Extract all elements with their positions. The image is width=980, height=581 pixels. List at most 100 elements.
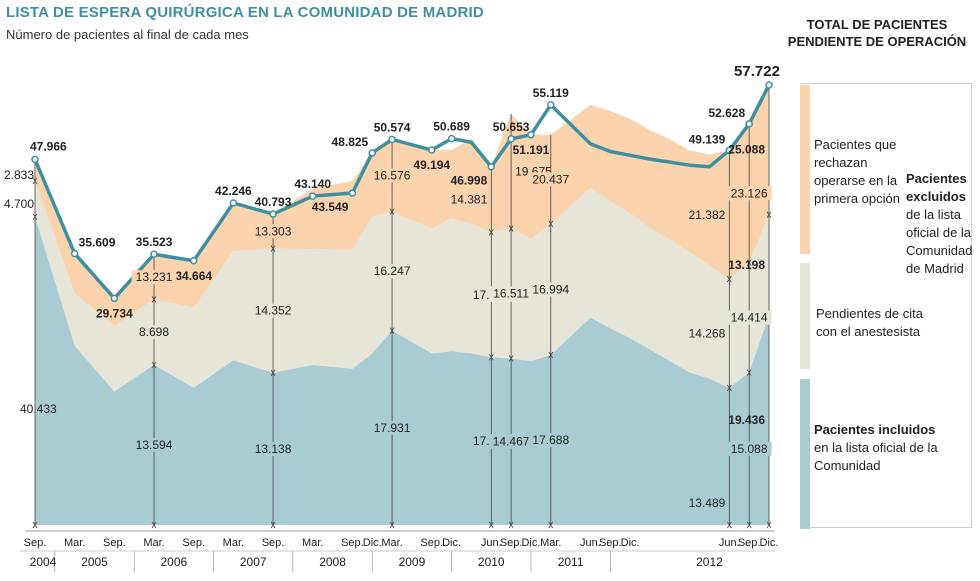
total-marker xyxy=(229,199,238,207)
label-bg xyxy=(250,224,296,239)
chart-subtitle: Número de pacientes al final de cada mes xyxy=(6,27,249,42)
month-tick-label: Jun. xyxy=(481,537,502,549)
component-label: 13.489 xyxy=(689,496,726,510)
area-incluidos xyxy=(35,216,769,525)
total-label: 29.734 xyxy=(96,306,133,320)
month-tick-label: Mar. xyxy=(143,537,164,549)
label-bg xyxy=(726,186,772,201)
month-tick-label: Sep. xyxy=(182,537,205,549)
total-marker xyxy=(487,162,496,171)
component-label: 17.688 xyxy=(532,433,569,447)
label-bg xyxy=(369,264,415,279)
component-label: 14.268 xyxy=(689,326,726,340)
total-marker xyxy=(527,131,535,139)
total-label: 50.689 xyxy=(433,120,470,134)
total-label: 48.825 xyxy=(332,135,369,149)
component-label: 17.931 xyxy=(374,421,411,435)
total-marker xyxy=(368,149,376,157)
label-bg xyxy=(135,325,174,340)
arrow-head xyxy=(726,278,732,283)
component-label: 19.436 xyxy=(728,413,765,427)
total-marker xyxy=(70,249,79,258)
legend-rechazan-text: Pacientes que rechazan operarse en la pr… xyxy=(814,137,900,206)
total-marker xyxy=(507,135,515,143)
month-tick-label: Mar. xyxy=(381,537,402,549)
total-label: 50.574 xyxy=(374,120,411,134)
arrow-head xyxy=(32,216,38,221)
total-marker xyxy=(348,189,357,197)
label-bg xyxy=(528,433,574,448)
total-label: 35.523 xyxy=(136,235,173,249)
label-bg xyxy=(528,172,574,187)
area-pendientes xyxy=(35,180,769,392)
arrow-head xyxy=(548,223,554,228)
total-marker xyxy=(547,101,555,109)
month-tick-label: Mar. xyxy=(302,537,323,549)
component-label: 14.414 xyxy=(731,311,768,325)
legend-swatch-rechazan xyxy=(800,85,810,254)
total-label: 50.653 xyxy=(493,120,530,134)
month-tick-label: Sep. xyxy=(262,537,285,549)
area-rechazan xyxy=(35,84,769,327)
year-label: 2005 xyxy=(81,555,108,569)
legend-swatch-pendientes xyxy=(800,263,810,369)
component-label: 13.231 xyxy=(136,270,173,284)
arrow-head xyxy=(270,247,276,252)
arrow-head xyxy=(746,371,752,376)
legend-pendientes-text: Pendientes de cita con el anestesista xyxy=(816,306,923,339)
month-tick-label: Jun. xyxy=(719,537,740,549)
component-label: 4.700 xyxy=(4,197,34,211)
component-label: 16.576 xyxy=(374,169,411,183)
year-label: 2011 xyxy=(558,555,584,569)
arrow-head xyxy=(151,364,157,369)
arrow-head xyxy=(508,357,514,362)
arrow-head xyxy=(746,261,752,266)
label-bg xyxy=(726,310,772,325)
total-label: 55.119 xyxy=(533,86,569,100)
total-label: 57.722 xyxy=(734,63,780,80)
arrow-head xyxy=(766,214,772,218)
total-marker xyxy=(765,81,773,89)
total-marker xyxy=(308,192,317,200)
total-marker xyxy=(447,134,456,143)
total-label: 49.139 xyxy=(689,132,726,146)
total-label: 47.966 xyxy=(30,139,67,153)
arrow-head xyxy=(389,524,395,529)
legend-excluidos-bold: Pacientes excluidos xyxy=(906,171,967,204)
legend-excluidos-rest: de la lista oficial de la Comunidad de M… xyxy=(906,207,973,276)
component-label: 23.126 xyxy=(731,186,768,200)
component-label: 13.594 xyxy=(136,438,173,452)
year-label: 2006 xyxy=(161,555,188,569)
component-label: 40.433 xyxy=(20,402,57,416)
chart-title: LISTA DE ESPERA QUIRÚRGICA EN LA COMUNID… xyxy=(6,4,484,21)
legend-heading: TOTAL DE PACIENTES PENDIENTE DE OPERACIÓ… xyxy=(787,17,967,49)
year-label: 2012 xyxy=(696,555,723,569)
month-tick-label: Dic. xyxy=(760,537,779,549)
arrow-head xyxy=(389,210,395,215)
arrow-head xyxy=(151,298,157,303)
legend-swatch-incluidos xyxy=(800,379,810,529)
component-label: 16.511 xyxy=(493,286,529,300)
month-tick-label: Dic. xyxy=(442,537,461,549)
component-label: 14.381 xyxy=(451,193,488,207)
month-tick-label: Mar. xyxy=(64,537,85,549)
total-marker xyxy=(31,155,39,164)
year-label: 2009 xyxy=(399,555,426,569)
component-label: 21.382 xyxy=(689,208,726,222)
month-tick-label: Sep. xyxy=(599,537,622,549)
arrow-head xyxy=(270,524,276,529)
legend-incluidos-bold: Pacientes incluidos xyxy=(814,422,936,437)
component-label: 14.467 xyxy=(493,435,530,449)
component-label: 16.994 xyxy=(532,282,569,296)
label-bg xyxy=(250,441,296,456)
component-label: 25.088 xyxy=(728,143,765,157)
label-bg xyxy=(726,441,772,456)
arrow-head xyxy=(488,524,494,529)
component-label: 13.303 xyxy=(255,224,292,238)
component-label: 20.437 xyxy=(532,172,569,186)
arrow-head xyxy=(548,524,554,529)
month-tick-label: Dic. xyxy=(621,537,640,549)
total-marker xyxy=(189,257,198,265)
total-marker xyxy=(745,120,753,128)
arrow-head xyxy=(548,354,554,359)
